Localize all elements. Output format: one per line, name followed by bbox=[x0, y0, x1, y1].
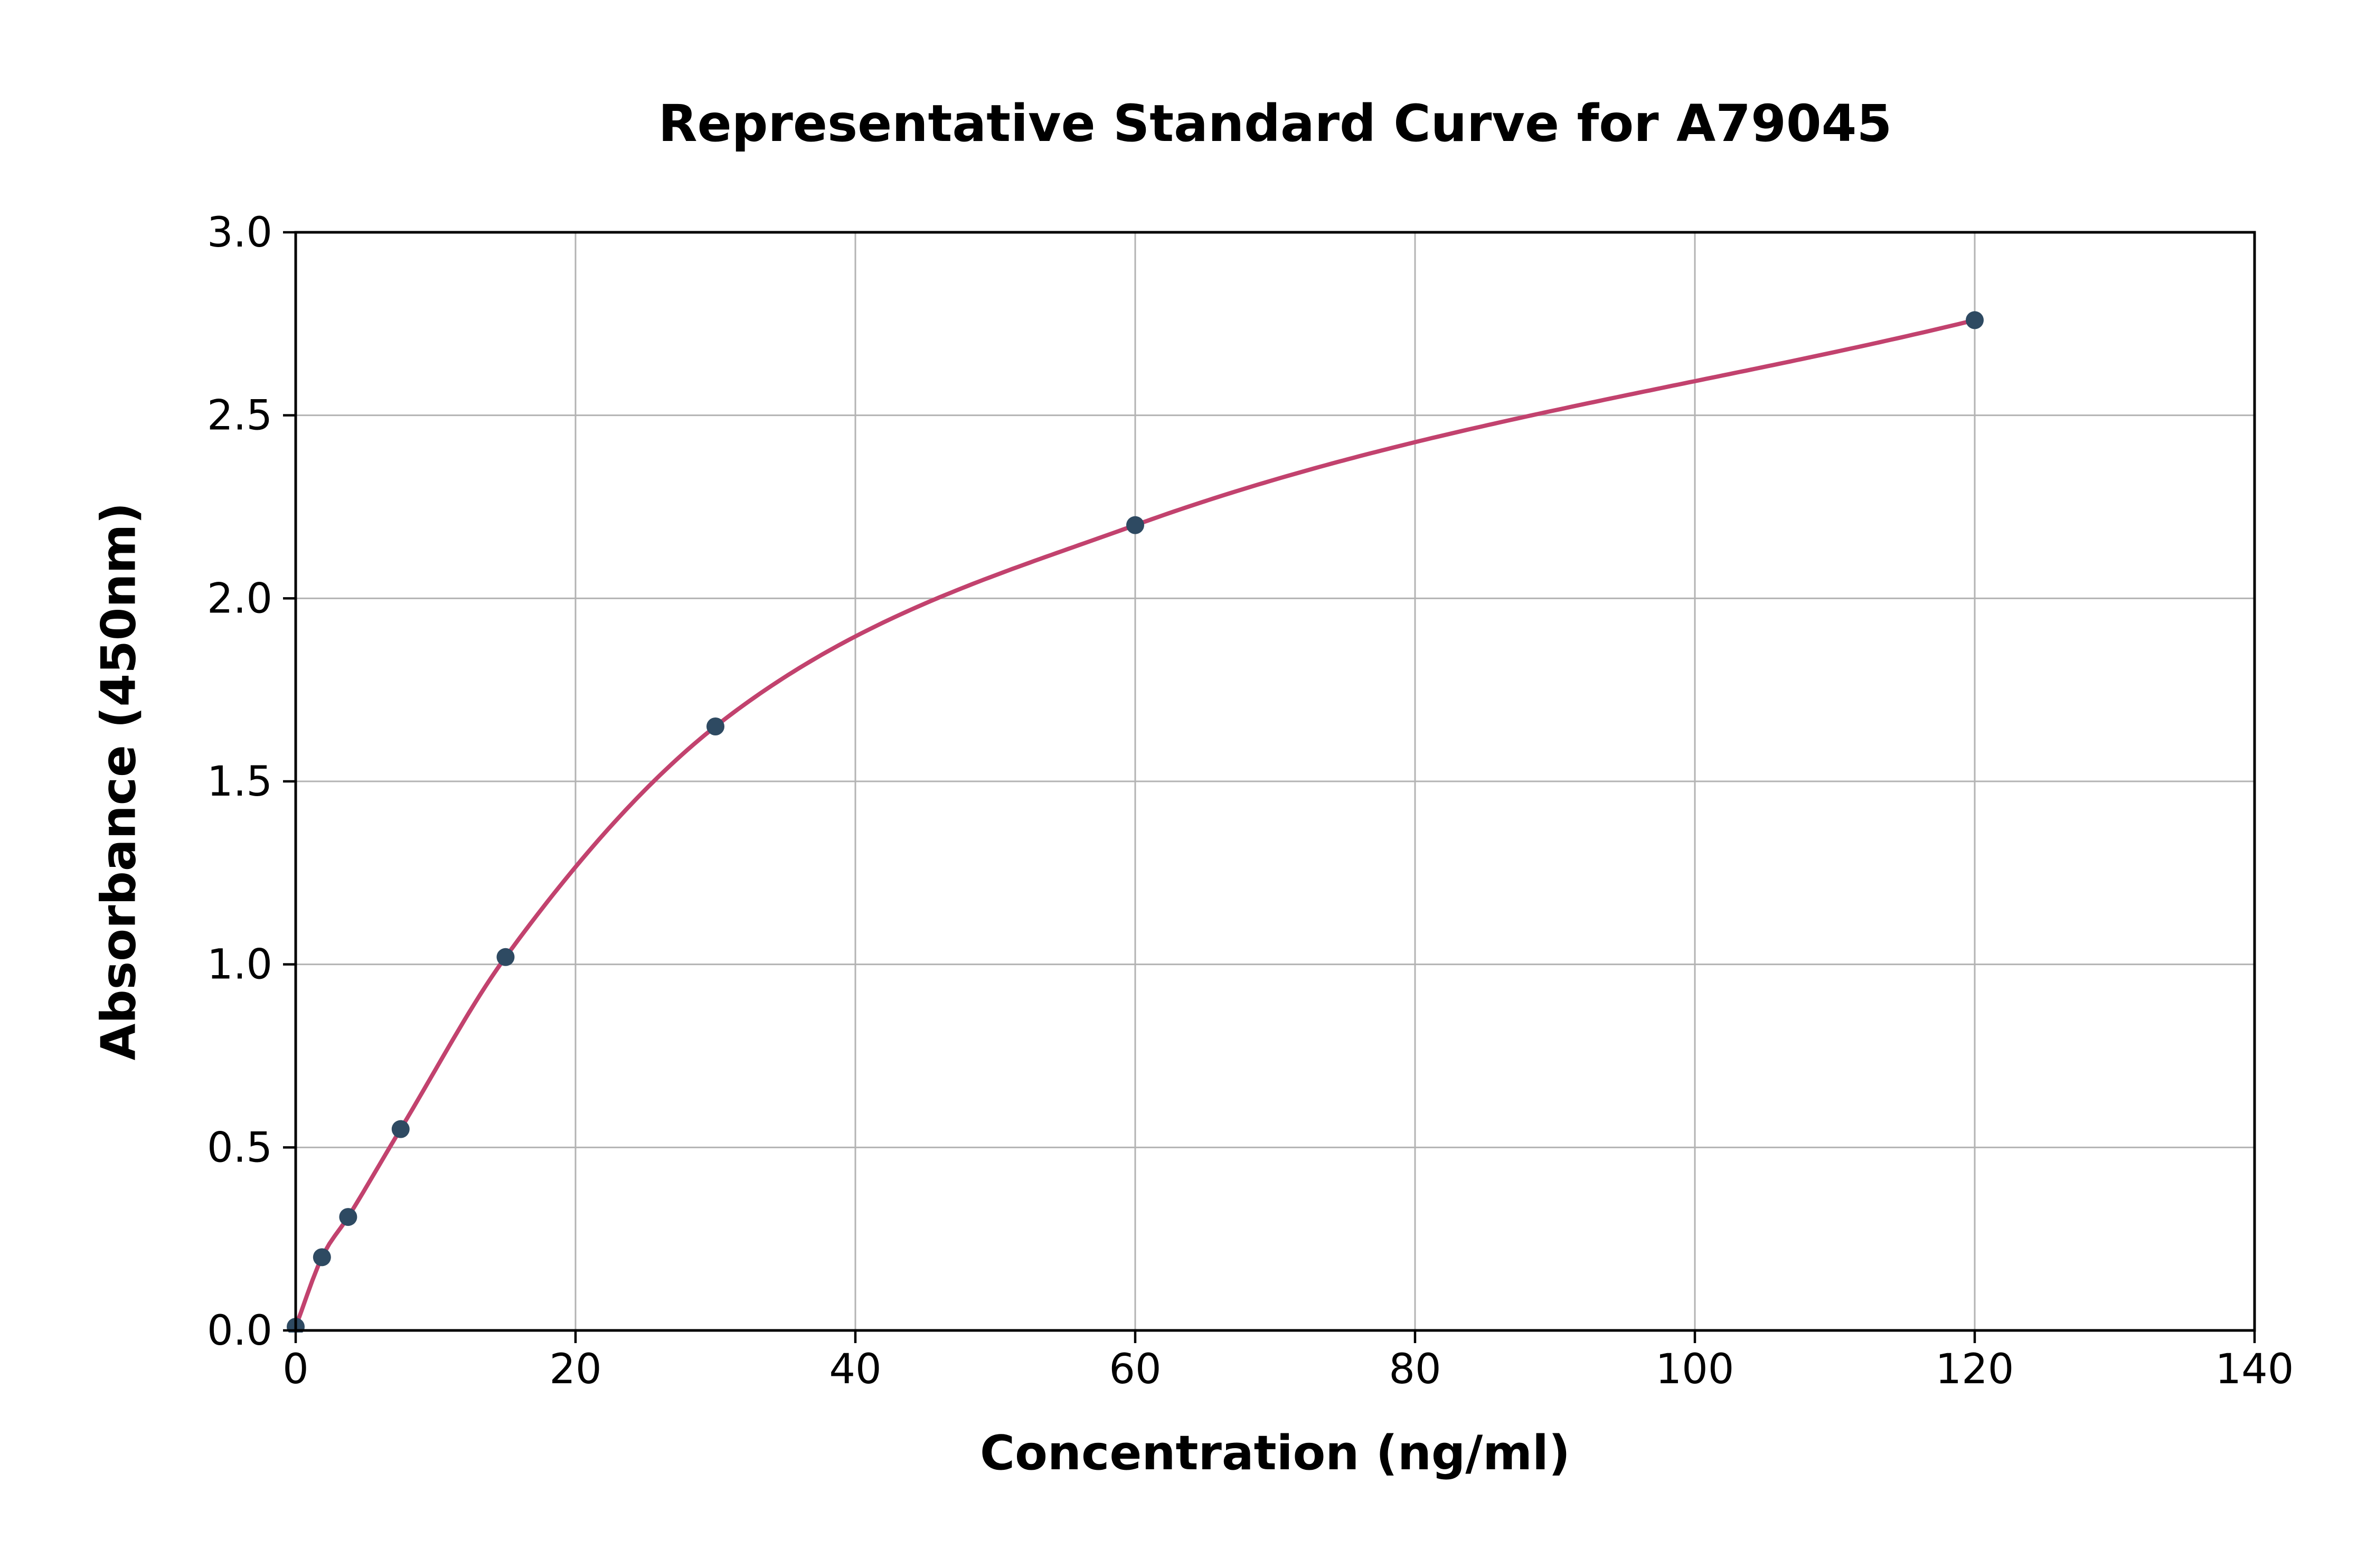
x-tick-label: 60 bbox=[1109, 1346, 1161, 1393]
y-tick-label: 1.0 bbox=[207, 941, 272, 989]
y-tick-label: 2.0 bbox=[207, 575, 272, 622]
data-point bbox=[496, 948, 515, 966]
y-tick-label: 2.5 bbox=[207, 392, 272, 440]
y-tick-label: 3.0 bbox=[207, 209, 272, 257]
data-point bbox=[313, 1248, 331, 1267]
x-tick-label: 100 bbox=[1656, 1346, 1734, 1393]
data-point bbox=[1966, 311, 1984, 329]
x-tick-label: 80 bbox=[1389, 1346, 1441, 1393]
plot-border bbox=[294, 231, 2256, 1332]
chart-title: Representative Standard Curve for A79045 bbox=[658, 94, 1892, 153]
y-tick-label: 1.5 bbox=[207, 758, 272, 806]
y-tick-label: 0.5 bbox=[207, 1124, 272, 1172]
x-tick-label: 20 bbox=[549, 1346, 601, 1393]
data-point bbox=[1126, 516, 1144, 534]
data-point bbox=[339, 1208, 357, 1226]
x-tick-label: 140 bbox=[2215, 1346, 2294, 1393]
x-axis-label: Concentration (ng/ml) bbox=[980, 1425, 1570, 1481]
x-tick-label: 120 bbox=[1936, 1346, 2014, 1393]
y-tick-label: 0.0 bbox=[207, 1307, 272, 1355]
data-point bbox=[706, 717, 724, 735]
x-tick-label: 0 bbox=[282, 1346, 309, 1393]
x-tick-label: 40 bbox=[829, 1346, 881, 1393]
data-point bbox=[391, 1120, 410, 1138]
y-axis-label: Absorbance (450nm) bbox=[91, 502, 147, 1061]
bottom-mask bbox=[0, 1333, 2376, 1364]
